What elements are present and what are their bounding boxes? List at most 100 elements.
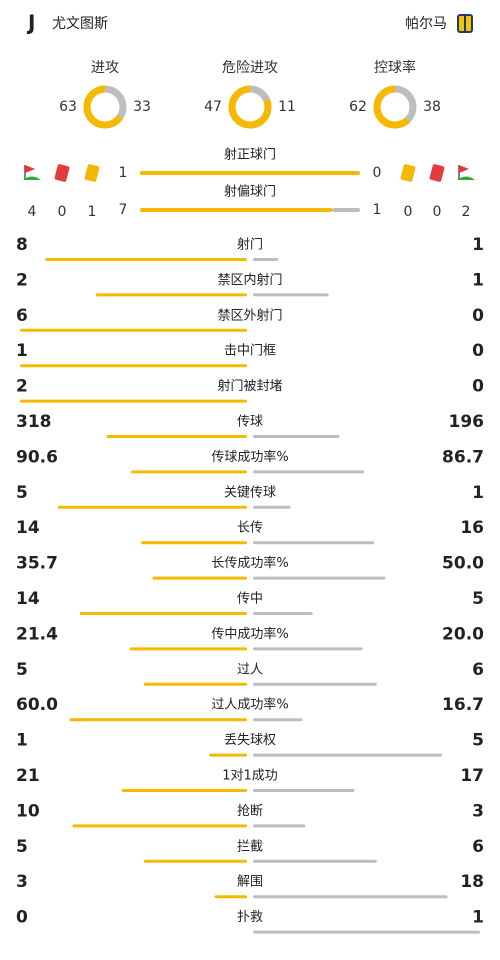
stat-home: 14 xyxy=(16,589,40,609)
shot-home: 1 xyxy=(119,165,128,181)
stat-home: 60.0 xyxy=(16,695,58,715)
stat-away-bar xyxy=(253,753,443,757)
stat-away-bar xyxy=(253,824,306,828)
donut-home: 63 xyxy=(59,99,77,115)
away-name: 帕尔马 xyxy=(405,16,447,32)
stat-away: 86.7 xyxy=(442,447,484,467)
stat-home: 90.6 xyxy=(16,447,58,467)
stat-label: 传中 xyxy=(237,592,263,607)
stat-away-bar xyxy=(253,859,377,863)
stat-away: 1 xyxy=(472,908,484,928)
red-card-icon xyxy=(429,164,445,182)
stat-label: 射门 xyxy=(237,237,263,253)
stat-home: 6 xyxy=(16,306,28,326)
donut-label: 进攻 xyxy=(91,60,119,76)
stat-away: 50.0 xyxy=(442,554,484,574)
card-count: 0 xyxy=(404,204,413,220)
stat-home-bar xyxy=(20,328,247,332)
stat-label: 禁区外射门 xyxy=(217,307,282,323)
stat-home-bar xyxy=(79,612,247,615)
stat-away: 6 xyxy=(472,660,484,680)
stat-away: 0 xyxy=(472,306,484,326)
stat-away-bar xyxy=(253,895,448,899)
stat-home: 5 xyxy=(16,483,28,503)
stat-home: 3 xyxy=(16,872,28,892)
stat-away: 1 xyxy=(472,270,484,290)
stat-away: 5 xyxy=(472,731,484,751)
stat-home-bar xyxy=(121,789,247,792)
stat-away-bar xyxy=(253,541,375,545)
stat-away-bar xyxy=(253,612,313,615)
stat-label: 扑救 xyxy=(237,909,263,925)
stat-away: 16 xyxy=(460,518,484,538)
stat-label: 关键传球 xyxy=(224,485,276,500)
stat-home: 2 xyxy=(16,377,28,397)
stat-label: 传中成功率% xyxy=(211,626,288,642)
donut-home-arc xyxy=(373,85,417,129)
stat-home-bar xyxy=(143,859,247,863)
stat-home: 35.7 xyxy=(16,554,58,574)
stat-away: 5 xyxy=(472,589,484,609)
stat-away-bar xyxy=(253,789,355,792)
shot-away: 1 xyxy=(373,202,382,218)
shot-label: 射正球门 xyxy=(224,147,276,163)
stat-home-bar xyxy=(214,895,247,899)
stat-home-bar xyxy=(143,682,247,686)
stat-home-bar xyxy=(20,399,247,403)
stat-home-bar xyxy=(152,576,247,580)
corner-icon xyxy=(459,165,469,173)
stat-away: 0 xyxy=(472,341,484,361)
stat-label: 过人成功率% xyxy=(211,697,288,713)
stat-away: 6 xyxy=(472,837,484,857)
card-count: 4 xyxy=(28,204,37,220)
stat-home: 5 xyxy=(16,660,28,680)
home-name: 尤文图斯 xyxy=(52,16,108,32)
donut-home-arc xyxy=(83,85,127,129)
stat-label: 过人 xyxy=(237,662,263,677)
stat-label: 1对1成功 xyxy=(222,769,278,784)
shot-away: 0 xyxy=(373,165,382,181)
card-count: 0 xyxy=(433,204,442,220)
donut-label: 危险进攻 xyxy=(222,60,278,76)
shot-home-bar xyxy=(140,208,333,212)
stat-label: 长传 xyxy=(237,521,263,536)
stat-label: 射门被封堵 xyxy=(217,378,282,394)
home-logo: J xyxy=(26,11,35,35)
stat-home-bar xyxy=(141,541,247,545)
stat-away-bar xyxy=(253,505,291,509)
stat-away: 18 xyxy=(460,872,484,892)
stat-home-bar xyxy=(57,505,248,509)
shot-home: 7 xyxy=(119,202,128,218)
stat-away: 3 xyxy=(472,801,484,821)
shot-home-bar xyxy=(140,171,360,175)
stat-home: 10 xyxy=(16,801,40,821)
donut-home: 62 xyxy=(349,99,367,115)
stat-away: 16.7 xyxy=(442,695,484,715)
stat-away: 196 xyxy=(449,412,485,432)
card-count: 2 xyxy=(462,204,471,220)
stat-home: 8 xyxy=(16,235,28,255)
stat-label: 丢失球权 xyxy=(224,732,276,748)
stat-label: 传球成功率% xyxy=(211,449,288,465)
stat-away: 1 xyxy=(472,483,484,503)
stat-away: 20.0 xyxy=(442,624,484,644)
stat-away-bar xyxy=(253,293,329,297)
stat-label: 拦截 xyxy=(237,839,263,854)
stat-label: 传球 xyxy=(237,415,263,430)
stat-label: 长传成功率% xyxy=(211,555,288,571)
shot-away-bar xyxy=(332,208,360,212)
donut-home: 47 xyxy=(204,99,222,115)
stat-away-bar xyxy=(253,435,340,438)
stat-home: 0 xyxy=(16,908,28,928)
stat-home: 14 xyxy=(16,518,40,538)
stat-home: 2 xyxy=(16,270,28,290)
corner-icon xyxy=(457,176,475,180)
donut-home-arc xyxy=(228,85,272,129)
stat-away-bar xyxy=(253,718,303,722)
stat-label: 击中门框 xyxy=(224,344,276,359)
stat-home: 21 xyxy=(16,766,40,786)
donut-away: 38 xyxy=(423,99,441,115)
stat-home: 1 xyxy=(16,731,28,751)
stat-label: 禁区内射门 xyxy=(217,272,282,288)
